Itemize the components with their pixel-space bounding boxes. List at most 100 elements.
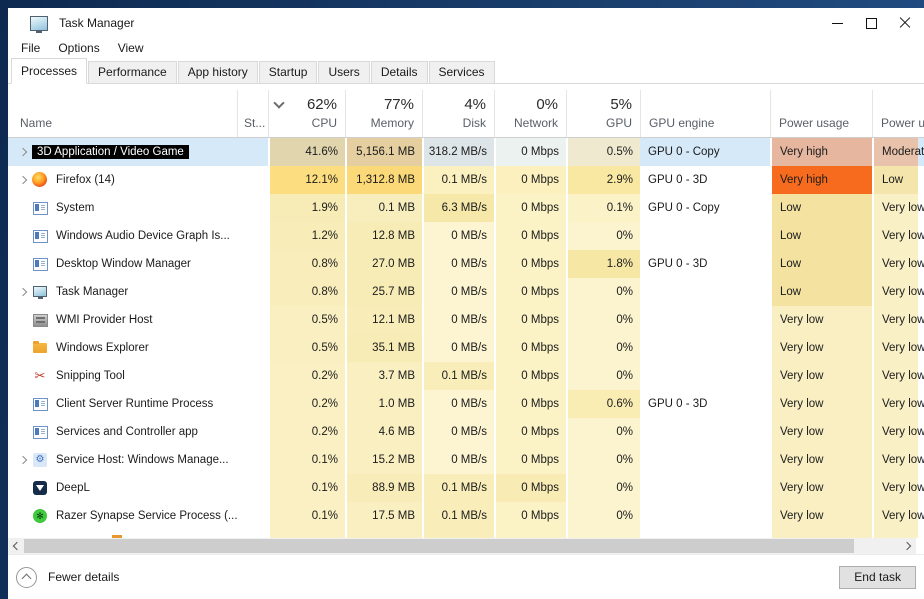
close-button[interactable] [888, 8, 922, 38]
process-icon-slot [32, 480, 48, 496]
scroll-right-arrow-icon[interactable] [900, 538, 916, 554]
menu-item-options[interactable]: Options [58, 41, 100, 55]
deepl-icon [33, 481, 47, 495]
cpu-cell: 0.1% [268, 446, 345, 474]
tab-details[interactable]: Details [370, 61, 428, 83]
gpu-cell: 0% [566, 334, 640, 362]
process-row[interactable]: 3D Application / Video Game 41.6% 5,156.1 … [8, 138, 924, 166]
power-usage-cell: Low [770, 250, 872, 278]
column-header-row: Name St... 62% CPU 77% Memory 4% Disk 0% Networ… [8, 90, 924, 138]
tab-startup[interactable]: Startup [258, 61, 318, 83]
expand-chevron-icon[interactable] [14, 175, 32, 185]
process-row[interactable]: Windows Audio Device Graph Is... 1.2% 12.8… [8, 222, 924, 250]
menu-bar: File Options View [8, 38, 924, 58]
tab-processes[interactable]: Processes [11, 58, 88, 84]
column-header-network[interactable]: 0% Network [494, 90, 566, 137]
power-usage-cell: Low [770, 222, 872, 250]
cpu-cell: 0.2% [268, 418, 345, 446]
status-cell [237, 530, 268, 538]
gpu-engine-cell [640, 222, 770, 250]
gpu-engine-cell [640, 306, 770, 334]
snip-icon [32, 368, 48, 384]
column-label-memory: Memory [370, 116, 414, 130]
power-usage-cell: Very low [770, 474, 872, 502]
gpu-cell: 0% [566, 502, 640, 530]
scrollbar-thumb[interactable] [24, 539, 854, 553]
process-row[interactable]: Windows Explorer 0.5% 35.1 MB 0 MB/s 0 Mbps 0… [8, 334, 924, 362]
gpu-cell: 0% [566, 278, 640, 306]
process-name-cell: Task Manager [8, 278, 237, 306]
gpu-cell: 0% [566, 418, 640, 446]
memory-cell: 4.6 MB [345, 418, 422, 446]
process-name: Windows Explorer [56, 342, 149, 354]
end-task-button[interactable]: End task [839, 565, 916, 589]
exe-icon [33, 202, 48, 215]
task-manager-window: Task Manager File Options View Processes Pe… [8, 8, 924, 599]
disk-cell: 0.1 MB/s [422, 166, 494, 194]
status-cell [237, 222, 268, 250]
column-header-gpu-engine[interactable]: GPU engine [640, 90, 770, 137]
gpu-engine-cell: GPU 0 - 3D [648, 258, 708, 270]
column-header-gpu[interactable]: 5% GPU [566, 90, 640, 137]
column-header-disk[interactable]: 4% Disk [422, 90, 494, 137]
power-usage-cell: Very low [770, 362, 872, 390]
process-name: Razer Synapse Service Process (... [56, 510, 237, 522]
process-row[interactable]: Service Host: Windows Manage... 0.1%15.2 … [8, 446, 924, 474]
process-row[interactable]: System 1.9% 0.1 MB 6.3 MB/s 0 Mbps 0.1% GPU 0 … [8, 194, 924, 222]
process-row[interactable]: Task Manager 0.8% 25.7 MB 0 MB/s 0 Mbps 0% Low… [8, 278, 924, 306]
process-row[interactable]: Firefox (14) 12.1% 1,312.8 MB 0.1 MB/s 0 Mbp… [8, 166, 924, 194]
scroll-left-arrow-icon[interactable] [8, 538, 24, 554]
minimize-button[interactable] [820, 8, 854, 38]
process-icon-slot [32, 172, 48, 188]
cpu-cell: 41.6% [268, 138, 345, 166]
memory-cell: 88.9 MB [345, 474, 422, 502]
column-total-network: 0% [536, 96, 558, 113]
gpu-cell: 0% [566, 446, 640, 474]
column-header-status[interactable]: St... [237, 90, 268, 137]
process-row[interactable]: Client Server Runtime Process 0.2% 1.0 MB 0… [8, 390, 924, 418]
process-icon-slot [32, 200, 48, 216]
process-name: Task Manager [56, 286, 129, 298]
process-row[interactable]: WMI Provider Host 0.5% 12.1 MB 0 MB/s 0 Mbps… [8, 306, 924, 334]
power-usage-cell: Very low [770, 306, 872, 334]
process-row-partial[interactable] [8, 530, 924, 538]
process-name: DeepL [56, 482, 90, 494]
expand-chevron-icon[interactable] [14, 455, 32, 465]
fewer-details-toggle[interactable]: Fewer details [16, 566, 119, 588]
tab-services[interactable]: Services [428, 61, 495, 83]
tab-app-history[interactable]: App history [177, 61, 258, 83]
process-row[interactable]: Razer Synapse Service Process (... 0.1%17… [8, 502, 924, 530]
column-header-memory[interactable]: 77% Memory [345, 90, 422, 137]
column-header-cpu[interactable]: 62% CPU [268, 90, 345, 137]
process-row[interactable]: Services and Controller app 0.2% 4.6 MB 0 M… [8, 418, 924, 446]
network-cell: 0 Mbps [494, 502, 566, 530]
disk-cell: 0 MB/s [422, 222, 494, 250]
column-header-power-usage-trend[interactable]: Power u... [872, 90, 924, 137]
process-row[interactable]: Desktop Window Manager 0.8% 27.0 MB 0 MB/s 0… [8, 250, 924, 278]
exe-icon [33, 398, 48, 411]
maximize-button[interactable] [854, 8, 888, 38]
horizontal-scrollbar[interactable] [8, 538, 916, 554]
wmi-icon [33, 314, 48, 327]
column-header-name[interactable]: Name [20, 116, 53, 130]
cpu-cell: 0.8% [268, 278, 345, 306]
memory-cell: 12.1 MB [345, 306, 422, 334]
expand-chevron-icon[interactable] [14, 147, 32, 157]
title-bar[interactable]: Task Manager [8, 8, 924, 38]
column-header-power-usage[interactable]: Power usage [770, 90, 872, 137]
exe-icon [33, 426, 48, 439]
tab-performance[interactable]: Performance [88, 61, 177, 83]
chevron-right-icon [18, 175, 28, 185]
power-usage-trend-cell: Very low [872, 222, 924, 250]
process-name-cell: Service Host: Windows Manage... [8, 446, 237, 474]
menu-item-view[interactable]: View [117, 41, 144, 55]
power-usage-cell: Low [770, 194, 872, 222]
tab-users[interactable]: Users [318, 61, 370, 83]
expand-chevron-icon[interactable] [14, 287, 32, 297]
network-cell: 0 Mbps [494, 250, 566, 278]
gpu-engine-cell [640, 530, 770, 538]
taskmgr-icon [33, 286, 47, 299]
menu-item-file[interactable]: File [21, 41, 41, 55]
process-row[interactable]: DeepL 0.1% 88.9 MB 0.1 MB/s 0 Mbps 0% Very low… [8, 474, 924, 502]
